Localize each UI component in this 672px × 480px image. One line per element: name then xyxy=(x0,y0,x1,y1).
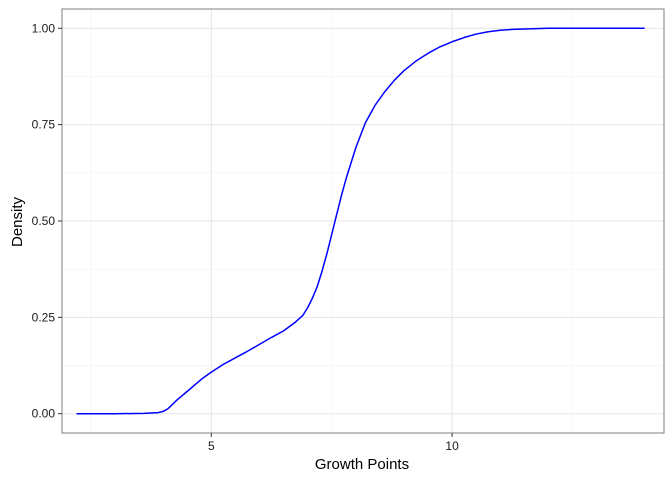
y-tick-label: 0.00 xyxy=(32,407,56,421)
y-tick-label: 0.25 xyxy=(32,310,56,324)
x-axis-title: Growth Points xyxy=(315,456,409,473)
y-tick-label: 0.50 xyxy=(32,214,56,228)
y-axis: 0.00 0.25 0.50 0.75 1.00 xyxy=(32,21,62,421)
major-gridlines xyxy=(62,9,664,433)
y-axis-title: Density xyxy=(9,196,26,247)
series-layer xyxy=(76,27,645,415)
x-axis: 5 10 xyxy=(208,433,459,453)
x-tick-label: 5 xyxy=(208,439,215,453)
ecdf-line xyxy=(76,27,645,415)
x-tick-label: 10 xyxy=(445,439,459,453)
y-tick-label: 1.00 xyxy=(32,21,56,35)
y-tick-label: 0.75 xyxy=(32,118,56,132)
